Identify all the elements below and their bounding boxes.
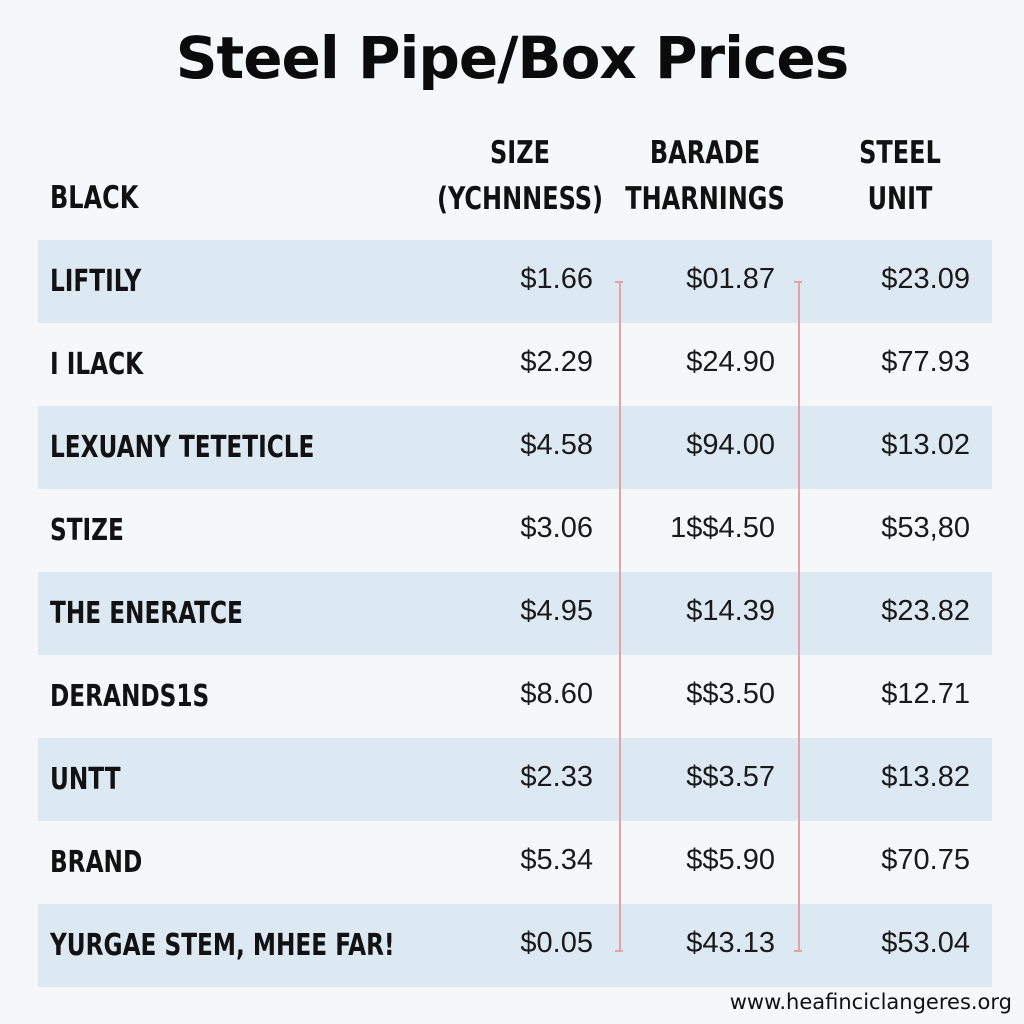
header-column-barade: BARADE THARNINGS bbox=[619, 130, 791, 222]
column-guide-tick bbox=[615, 281, 623, 283]
price-cell: $12.71 bbox=[881, 678, 970, 710]
table-row: STIZE $3.06 1$$4.50 $53,80 bbox=[38, 489, 992, 572]
price-cell: $$3.50 bbox=[686, 678, 775, 710]
header-column-size: SIZE (YCHNNESS) bbox=[434, 130, 606, 222]
table-row: THE ENERATCE $4.95 $14.39 $23.82 bbox=[38, 572, 992, 655]
price-cell: $53,80 bbox=[881, 512, 970, 544]
row-label: DERANDS1S bbox=[50, 679, 210, 714]
header-column-steel: STEEL UNIT bbox=[814, 130, 986, 222]
column-guide-line bbox=[619, 281, 621, 951]
price-cell: $8.60 bbox=[520, 678, 593, 710]
row-label: UNTT bbox=[50, 762, 121, 797]
header-column-steel-line1: STEEL bbox=[859, 135, 941, 171]
table-row: YURGAE STEM, MHEE FAR! $0.05 $43.13 $53.… bbox=[38, 904, 992, 987]
row-label: LEXUANY TETETICLE bbox=[50, 430, 315, 465]
price-cell: $43.13 bbox=[686, 927, 775, 959]
price-cell: $$5.90 bbox=[686, 844, 775, 876]
price-cell: $53.04 bbox=[881, 927, 970, 959]
row-label: LIFTILY bbox=[50, 264, 142, 299]
price-cell: $23.09 bbox=[881, 263, 970, 295]
row-label: STIZE bbox=[50, 513, 124, 548]
price-cell: $2.29 bbox=[520, 346, 593, 378]
header-column-size-line1: SIZE bbox=[490, 135, 550, 171]
table-row: BRAND $5.34 $$5.90 $70.75 bbox=[38, 821, 992, 904]
price-cell: $13.82 bbox=[881, 761, 970, 793]
price-cell: $$3.57 bbox=[686, 761, 775, 793]
row-label: THE ENERATCE bbox=[50, 596, 243, 631]
price-cell: $2.33 bbox=[520, 761, 593, 793]
table-row: LIFTILY $1.66 $01.87 $23.09 bbox=[38, 240, 992, 323]
table-row: DERANDS1S $8.60 $$3.50 $12.71 bbox=[38, 655, 992, 738]
price-cell: $3.06 bbox=[520, 512, 593, 544]
table-row: UNTT $2.33 $$3.57 $13.82 bbox=[38, 738, 992, 821]
price-cell: $77.93 bbox=[881, 346, 970, 378]
price-cell: $94.00 bbox=[686, 429, 775, 461]
price-cell: $0.05 bbox=[520, 927, 593, 959]
header-column-barade-line2: THARNINGS bbox=[625, 181, 785, 217]
column-guide-tick bbox=[615, 950, 623, 952]
header-row-label: BLACK bbox=[50, 180, 139, 216]
column-guide-tick bbox=[794, 281, 802, 283]
column-guide-tick bbox=[794, 950, 802, 952]
price-cell: $23.82 bbox=[881, 595, 970, 627]
price-cell: $4.58 bbox=[520, 429, 593, 461]
price-cell: $5.34 bbox=[520, 844, 593, 876]
price-cell: $1.66 bbox=[520, 263, 593, 295]
price-cell: $70.75 bbox=[881, 844, 970, 876]
price-cell: 1$$4.50 bbox=[670, 512, 775, 544]
price-cell: $24.90 bbox=[686, 346, 775, 378]
header-column-barade-line1: BARADE bbox=[649, 135, 761, 171]
header-column-steel-line2: UNIT bbox=[867, 181, 933, 217]
table-row: LEXUANY TETETICLE $4.58 $94.00 $13.02 bbox=[38, 406, 992, 489]
header-column-size-line2: (YCHNNESS) bbox=[437, 181, 603, 217]
price-cell: $4.95 bbox=[520, 595, 593, 627]
row-label: I ILACK bbox=[50, 347, 144, 382]
row-label: BRAND bbox=[50, 845, 143, 880]
price-table: LIFTILY $1.66 $01.87 $23.09 I ILACK $2.2… bbox=[38, 240, 992, 987]
price-cell: $14.39 bbox=[686, 595, 775, 627]
column-guide-line bbox=[798, 281, 800, 951]
price-cell: $13.02 bbox=[881, 429, 970, 461]
price-cell: $01.87 bbox=[686, 263, 775, 295]
page-title: Steel Pipe/Box Prices bbox=[175, 24, 850, 92]
table-row: I ILACK $2.29 $24.90 $77.93 bbox=[38, 323, 992, 406]
website-url: www.heafinciclangeres.org bbox=[729, 990, 1012, 1014]
row-label: YURGAE STEM, MHEE FAR! bbox=[50, 928, 395, 963]
